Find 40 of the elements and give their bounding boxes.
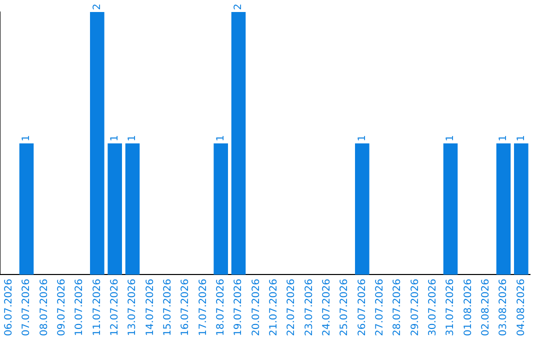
x-tick-label: 04.08.2026 [516, 278, 527, 336]
x-tick-label: 19.07.2026 [233, 278, 244, 336]
x-tick-label: 18.07.2026 [215, 278, 226, 336]
data-label: 1 [356, 134, 368, 142]
x-tick-label: 03.08.2026 [498, 278, 510, 336]
x-tick-label: 31.07.2026 [445, 278, 456, 336]
x-tick-label: 09.07.2026 [56, 278, 68, 336]
x-tick-label: 13.07.2026 [127, 278, 138, 336]
data-label: 2 [92, 4, 103, 10]
data-label: 1 [215, 134, 226, 142]
data-label: 1 [127, 134, 138, 142]
data-label: 1 [21, 134, 32, 142]
x-tick-label: 07.07.2026 [21, 278, 32, 336]
data-label: 1 [445, 134, 456, 142]
x-tick-label: 22.07.2026 [286, 278, 298, 336]
data-label: 1 [498, 134, 510, 142]
x-tick-label: 14.07.2026 [144, 278, 156, 336]
data-label: 1 [516, 134, 527, 142]
x-tick-label: 17.07.2026 [198, 278, 209, 336]
x-tick-label: 02.08.2026 [480, 278, 492, 336]
x-tick-label: 21.07.2026 [268, 278, 280, 336]
x-tick-label: 27.07.2026 [374, 278, 386, 336]
x-tick-label: 16.07.2026 [180, 278, 192, 336]
x-tick-label: 08.07.2026 [38, 278, 50, 336]
x-tick-label: 11.07.2026 [92, 278, 103, 336]
x-tick-label: 29.07.2026 [410, 278, 421, 336]
data-label: 2 [233, 4, 244, 10]
x-tick-label: 26.07.2026 [356, 278, 368, 336]
x-tick-label: 24.07.2026 [321, 278, 332, 336]
data-label: 1 [109, 134, 120, 142]
x-tick-label: 25.07.2026 [339, 278, 350, 336]
x-tick-label: 30.07.2026 [427, 278, 438, 336]
x-tick-label: 15.07.2026 [162, 278, 174, 336]
x-tick-label: 23.07.2026 [304, 278, 315, 336]
x-tick-label: 10.07.2026 [74, 278, 86, 336]
x-tick-label: 28.07.2026 [392, 278, 404, 336]
x-tick-label: 01.08.2026 [462, 278, 474, 336]
x-tick-label: 06.07.2026 [3, 278, 14, 336]
x-tick-label: 20.07.2026 [250, 278, 262, 336]
x-tick-label: 12.07.2026 [109, 278, 120, 336]
